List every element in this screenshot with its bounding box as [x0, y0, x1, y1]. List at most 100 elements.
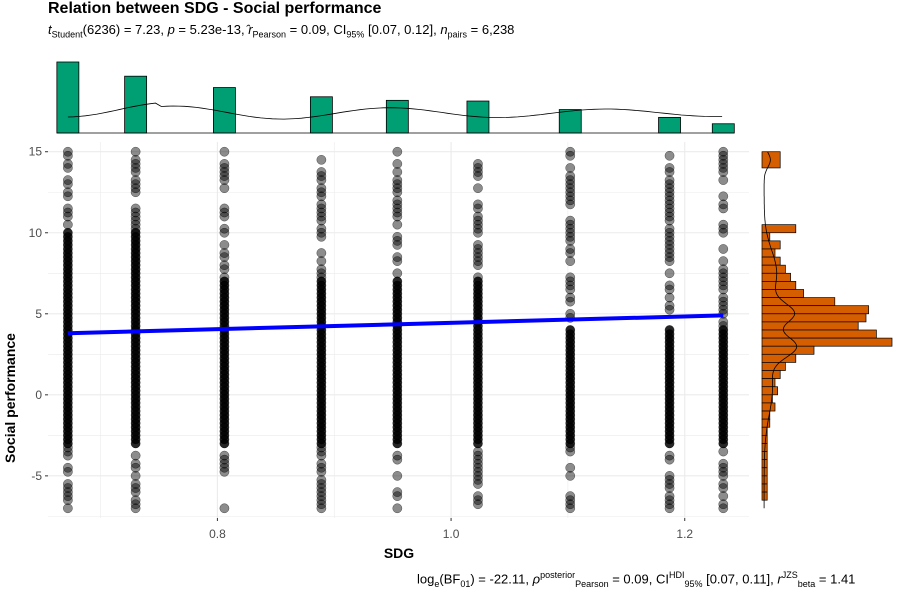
data-point — [664, 163, 675, 173]
data-point — [63, 483, 73, 493]
data-point — [718, 146, 729, 157]
data-point — [664, 499, 675, 510]
data-point — [219, 503, 230, 514]
data-point — [565, 171, 576, 181]
x-tick-label: 1.0 — [443, 527, 460, 541]
data-point — [664, 475, 675, 485]
data-point — [63, 207, 73, 218]
data-point — [664, 479, 675, 489]
data-point — [664, 503, 675, 514]
data-point — [316, 191, 327, 202]
data-point — [316, 199, 327, 210]
data-point — [664, 248, 675, 258]
data-point — [392, 199, 403, 210]
data-point — [63, 503, 73, 514]
right-histogram-bar — [761, 264, 786, 274]
data-point — [130, 207, 141, 218]
data-point — [392, 276, 403, 287]
right-histogram-bar — [761, 281, 797, 290]
data-point — [219, 171, 230, 181]
data-point — [473, 462, 483, 473]
data-point — [316, 211, 327, 222]
data-point — [316, 499, 327, 510]
data-point — [130, 495, 141, 506]
data-point — [316, 503, 327, 514]
data-point — [130, 154, 141, 165]
data-point — [473, 244, 483, 254]
data-point — [565, 280, 576, 291]
data-point — [718, 272, 729, 283]
data-point — [565, 199, 576, 210]
right-histogram-bar — [761, 329, 877, 339]
right-histogram-bar — [761, 491, 768, 501]
data-point — [718, 256, 729, 266]
data-point — [664, 471, 675, 481]
data-point — [565, 272, 576, 283]
data-point — [718, 264, 729, 275]
data-point — [63, 211, 73, 222]
data-point — [219, 207, 230, 218]
data-point — [718, 317, 729, 327]
data-point — [219, 223, 230, 234]
top-histogram-bar — [56, 61, 80, 134]
data-point — [718, 163, 729, 173]
data-point — [565, 491, 576, 501]
data-point — [565, 231, 576, 242]
point-column — [718, 146, 729, 514]
data-point — [130, 179, 141, 189]
data-point — [718, 491, 729, 501]
data-point — [316, 154, 327, 165]
data-point — [316, 276, 327, 287]
data-point — [565, 227, 576, 238]
data-point — [63, 175, 73, 185]
data-point — [316, 475, 327, 485]
point-column — [219, 146, 230, 514]
data-point — [316, 462, 327, 473]
data-point — [316, 256, 327, 266]
data-point — [219, 272, 230, 283]
data-point — [473, 163, 483, 173]
data-point — [130, 450, 141, 461]
right-histogram-bar — [761, 370, 781, 379]
data-point — [63, 487, 73, 497]
data-point — [664, 256, 675, 266]
data-point — [219, 163, 230, 173]
data-point — [718, 203, 729, 214]
data-point — [219, 450, 230, 461]
data-point — [63, 479, 73, 489]
data-point — [392, 252, 403, 262]
data-point — [219, 462, 230, 473]
right-histogram-bar — [761, 402, 776, 412]
right-histogram-bar — [761, 475, 768, 485]
data-point — [392, 179, 403, 189]
data-point — [718, 280, 729, 291]
data-point — [316, 215, 327, 226]
point-column — [130, 146, 141, 514]
data-point — [565, 150, 576, 161]
data-point — [565, 219, 576, 230]
data-point — [392, 187, 403, 198]
data-point — [718, 483, 729, 493]
data-point — [392, 240, 403, 250]
data-point — [664, 227, 675, 238]
data-point — [718, 292, 729, 303]
data-point — [664, 231, 675, 242]
x-tick-label: 0.8 — [209, 527, 226, 541]
data-point — [219, 240, 230, 250]
data-point — [63, 466, 73, 477]
data-point — [219, 248, 230, 258]
data-point — [316, 458, 327, 469]
data-point — [130, 462, 141, 473]
data-point — [473, 256, 483, 266]
data-point — [473, 167, 483, 177]
data-point — [473, 491, 483, 501]
data-point — [565, 163, 576, 173]
data-point — [664, 244, 675, 254]
data-point — [219, 458, 230, 469]
data-point — [664, 211, 675, 222]
data-point — [316, 487, 327, 497]
data-point — [63, 227, 73, 238]
point-column — [473, 159, 483, 510]
data-point — [316, 479, 327, 489]
data-point — [664, 292, 675, 303]
